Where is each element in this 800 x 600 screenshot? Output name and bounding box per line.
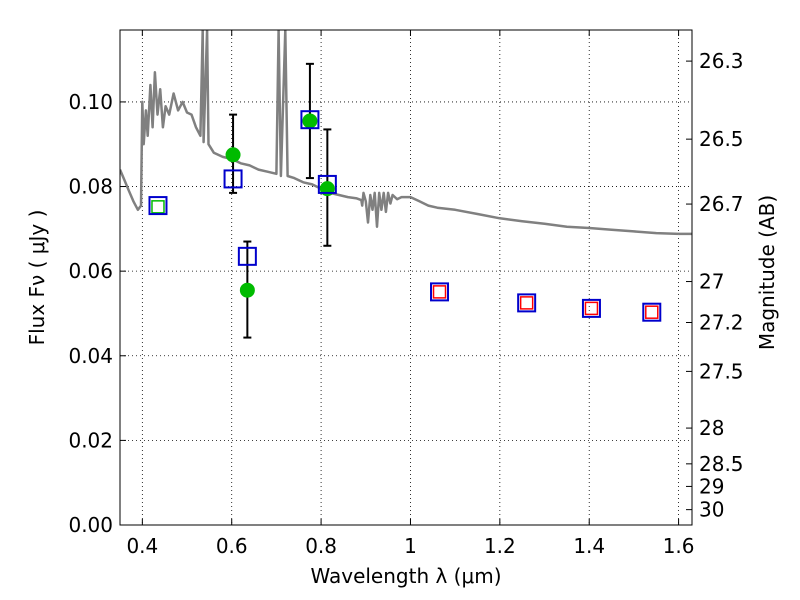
predicted-box-inner <box>645 305 659 319</box>
x-axis-label-text: Wavelength λ (μm) <box>310 564 501 588</box>
observed-open-square <box>151 200 165 214</box>
y-tick-label: 0.10 <box>68 90 113 114</box>
x-tick-label: 1.2 <box>484 534 516 558</box>
plot-frame <box>119 29 693 526</box>
model-spectrum <box>120 30 692 236</box>
observed-point <box>225 147 241 163</box>
x-tick-label: 0.8 <box>305 534 337 558</box>
observed-point <box>239 282 255 298</box>
right-tick-label: 27.5 <box>699 359 744 383</box>
model-box <box>223 169 243 189</box>
predicted-box-inner <box>519 296 534 310</box>
predicted-box-outer <box>642 302 662 322</box>
x-axis-label: Wavelength λ (μm) <box>310 564 501 588</box>
right-tick-label: 28.5 <box>699 452 744 476</box>
data-points <box>148 62 662 339</box>
right-tick-label: 27.2 <box>699 311 744 335</box>
model-box <box>317 174 337 194</box>
observed-point <box>302 113 318 129</box>
y-tick-label: 0.04 <box>68 344 113 368</box>
model-box <box>148 196 168 216</box>
right-tick-label: 26.3 <box>699 49 744 73</box>
right-axis-label-text: Magnitude (AB) <box>755 195 779 350</box>
predicted-box-inner <box>432 285 447 299</box>
y-tick-label: 0.08 <box>68 175 113 199</box>
y-tick-label: 0.00 <box>68 513 113 537</box>
model-box <box>300 110 320 130</box>
x-tick-label: 0.6 <box>216 534 248 558</box>
x-tick-label: 0.4 <box>126 534 158 558</box>
right-tick-label: 28 <box>699 416 724 440</box>
right-tick-label: 27 <box>699 270 724 294</box>
x-tick-label: 1.6 <box>663 534 695 558</box>
right-axis-label: Magnitude (AB) <box>755 195 779 350</box>
predicted-box-inner <box>584 301 599 316</box>
x-tick-label: 1.4 <box>573 534 605 558</box>
y-tick-label: 0.06 <box>68 259 113 283</box>
right-tick-label: 26.5 <box>699 127 744 151</box>
ticks: 0.4 0.6 0.8 1 1.2 1.4 1.6 0.00 0.02 0.04 0.06 0.08 0… <box>68 30 744 558</box>
y-axis-label: Flux Fν ( μJy ) <box>25 210 49 346</box>
y-axis-label-text: Flux Fν ( μJy ) <box>25 210 49 346</box>
model-box <box>237 246 257 266</box>
right-tick-label: 30 <box>699 498 724 522</box>
predicted-box-outer <box>581 298 601 318</box>
right-tick-label: 26.7 <box>699 192 744 216</box>
predicted-box-outer <box>430 282 450 302</box>
y-tick-label: 0.02 <box>68 428 113 452</box>
right-tick-label: 29 <box>699 474 724 498</box>
model-spectrum-line <box>120 30 692 236</box>
x-tick-label: 1 <box>404 534 417 558</box>
predicted-box-outer <box>517 293 537 313</box>
